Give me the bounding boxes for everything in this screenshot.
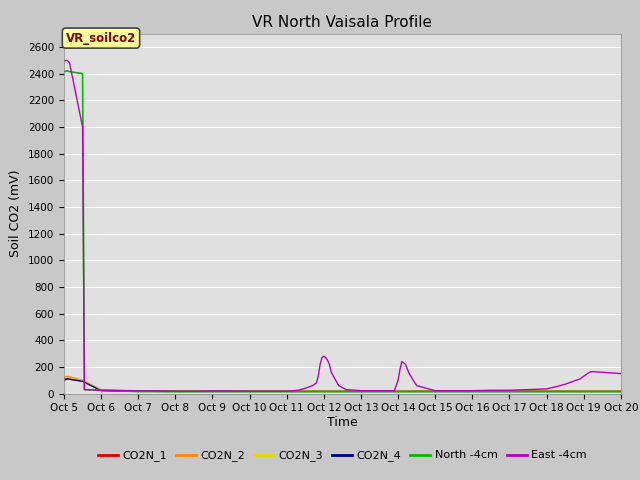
X-axis label: Time: Time <box>327 416 358 429</box>
Text: VR_soilco2: VR_soilco2 <box>66 32 136 45</box>
Y-axis label: Soil CO2 (mV): Soil CO2 (mV) <box>10 170 22 257</box>
Title: VR North Vaisala Profile: VR North Vaisala Profile <box>252 15 433 30</box>
Legend: CO2N_1, CO2N_2, CO2N_3, CO2N_4, North -4cm, East -4cm: CO2N_1, CO2N_2, CO2N_3, CO2N_4, North -4… <box>94 446 591 466</box>
